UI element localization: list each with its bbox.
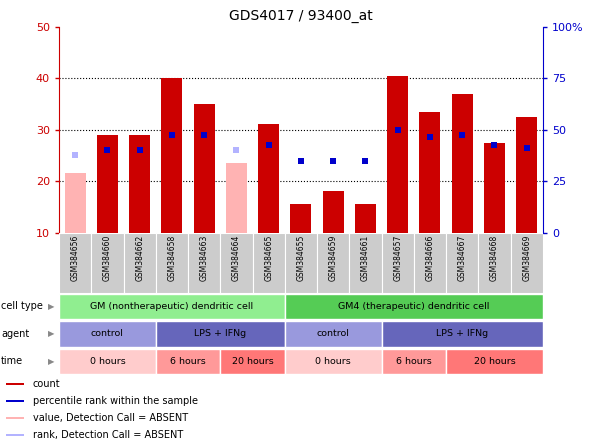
Bar (323, 191, 343, 233)
Bar (382, 321, 543, 347)
Bar (194, 104, 215, 233)
Text: ▶: ▶ (48, 357, 54, 366)
Bar (355, 204, 376, 233)
Bar (446, 349, 543, 374)
Text: control: control (91, 329, 124, 338)
Bar (6, 383, 24, 385)
Bar (484, 143, 505, 233)
Text: ▶: ▶ (48, 302, 54, 311)
Bar (162, 78, 182, 233)
Text: GSM384657: GSM384657 (393, 235, 402, 281)
Text: value, Detection Call = ABSENT: value, Detection Call = ABSENT (33, 413, 188, 423)
Title: GDS4017 / 93400_at: GDS4017 / 93400_at (229, 9, 373, 23)
Bar (253, 233, 285, 293)
Bar (414, 233, 446, 293)
Bar (59, 233, 91, 293)
Bar (97, 135, 118, 233)
Text: 0 hours: 0 hours (315, 357, 351, 366)
Bar (478, 233, 510, 293)
Text: ▶: ▶ (48, 329, 54, 338)
Bar (91, 233, 123, 293)
Text: percentile rank within the sample: percentile rank within the sample (33, 396, 198, 406)
Bar (156, 349, 220, 374)
Bar (285, 349, 382, 374)
Bar (59, 349, 156, 374)
Bar (516, 117, 537, 233)
Text: 20 hours: 20 hours (232, 357, 273, 366)
Text: GSM384664: GSM384664 (232, 235, 241, 281)
Text: count: count (33, 379, 61, 389)
Text: GSM384663: GSM384663 (199, 235, 209, 281)
Text: LPS + IFNg: LPS + IFNg (194, 329, 247, 338)
Text: 6 hours: 6 hours (170, 357, 206, 366)
Bar (349, 233, 382, 293)
Bar (220, 233, 253, 293)
Bar (446, 233, 478, 293)
Bar (510, 233, 543, 293)
Text: 0 hours: 0 hours (90, 357, 125, 366)
Text: GSM384662: GSM384662 (135, 235, 144, 281)
Bar (226, 163, 247, 233)
Bar (382, 349, 446, 374)
Text: GSM384667: GSM384667 (458, 235, 467, 281)
Bar (65, 174, 86, 233)
Text: 20 hours: 20 hours (474, 357, 515, 366)
Bar (59, 321, 156, 347)
Text: rank, Detection Call = ABSENT: rank, Detection Call = ABSENT (33, 430, 183, 440)
Bar (6, 434, 24, 436)
Text: agent: agent (1, 329, 30, 339)
Bar (285, 293, 543, 319)
Bar (6, 417, 24, 419)
Text: GM4 (therapeutic) dendritic cell: GM4 (therapeutic) dendritic cell (338, 302, 490, 311)
Text: GSM384659: GSM384659 (329, 235, 337, 281)
Text: cell type: cell type (1, 301, 43, 311)
Text: GSM384656: GSM384656 (71, 235, 80, 281)
Bar (382, 233, 414, 293)
Text: GM (nontherapeutic) dendritic cell: GM (nontherapeutic) dendritic cell (90, 302, 254, 311)
Bar (59, 293, 285, 319)
Text: GSM384666: GSM384666 (425, 235, 434, 281)
Text: LPS + IFNg: LPS + IFNg (436, 329, 489, 338)
Text: GSM384655: GSM384655 (296, 235, 306, 281)
Bar (419, 111, 440, 233)
Bar (6, 400, 24, 402)
Bar (290, 204, 312, 233)
Text: GSM384660: GSM384660 (103, 235, 112, 281)
Bar (156, 321, 285, 347)
Text: 6 hours: 6 hours (396, 357, 432, 366)
Bar (317, 233, 349, 293)
Bar (129, 135, 150, 233)
Bar (285, 233, 317, 293)
Bar (220, 349, 285, 374)
Bar (188, 233, 220, 293)
Bar (156, 233, 188, 293)
Text: control: control (317, 329, 350, 338)
Bar (285, 321, 382, 347)
Bar (258, 124, 279, 233)
Bar (452, 94, 473, 233)
Bar (387, 75, 408, 233)
Text: GSM384665: GSM384665 (264, 235, 273, 281)
Text: GSM384661: GSM384661 (361, 235, 370, 281)
Text: GSM384668: GSM384668 (490, 235, 499, 281)
Text: GSM384669: GSM384669 (522, 235, 531, 281)
Text: GSM384658: GSM384658 (168, 235, 176, 281)
Text: time: time (1, 357, 24, 366)
Bar (123, 233, 156, 293)
